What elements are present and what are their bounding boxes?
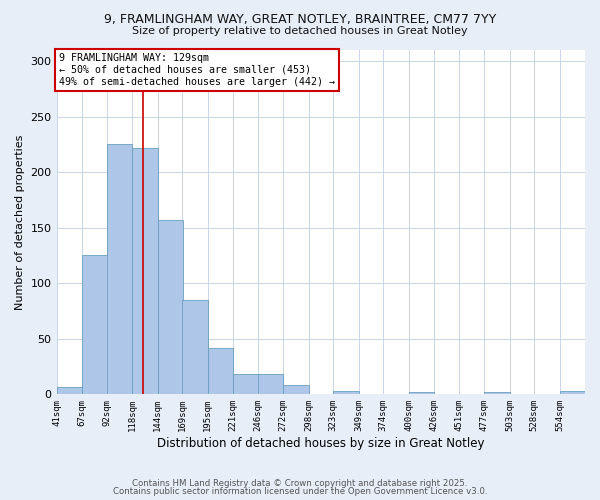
Bar [182, 300, 208, 394]
Text: Contains public sector information licensed under the Open Government Licence v3: Contains public sector information licen… [113, 487, 487, 496]
Bar [132, 148, 158, 394]
Bar [158, 220, 183, 394]
Bar [208, 348, 233, 395]
Bar [409, 392, 434, 394]
Bar [82, 256, 107, 394]
Bar [333, 391, 359, 394]
Bar [560, 391, 585, 394]
Bar [484, 392, 509, 394]
Text: 9, FRAMLINGHAM WAY, GREAT NOTLEY, BRAINTREE, CM77 7YY: 9, FRAMLINGHAM WAY, GREAT NOTLEY, BRAINT… [104, 12, 496, 26]
Text: 9 FRAMLINGHAM WAY: 129sqm
← 50% of detached houses are smaller (453)
49% of semi: 9 FRAMLINGHAM WAY: 129sqm ← 50% of detac… [59, 54, 335, 86]
Text: Size of property relative to detached houses in Great Notley: Size of property relative to detached ho… [132, 26, 468, 36]
Bar [257, 374, 283, 394]
Bar [283, 386, 308, 394]
Y-axis label: Number of detached properties: Number of detached properties [15, 134, 25, 310]
Bar [233, 374, 259, 394]
Bar [56, 386, 82, 394]
X-axis label: Distribution of detached houses by size in Great Notley: Distribution of detached houses by size … [157, 437, 485, 450]
Bar [107, 144, 132, 394]
Text: Contains HM Land Registry data © Crown copyright and database right 2025.: Contains HM Land Registry data © Crown c… [132, 478, 468, 488]
